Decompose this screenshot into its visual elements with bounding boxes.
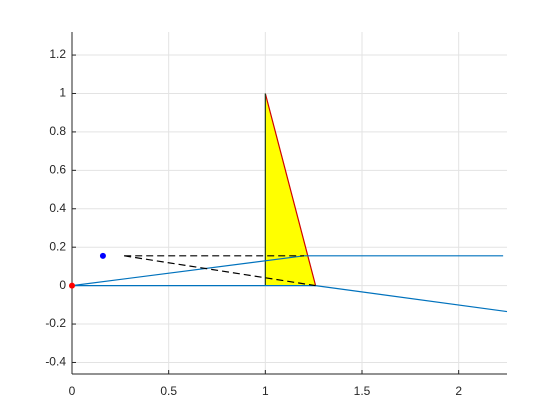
y-tick-label: -0.4 bbox=[45, 355, 66, 369]
x-tick-label: 2 bbox=[455, 384, 462, 398]
y-tick-label: 1.2 bbox=[49, 47, 66, 61]
y-tick-label: 0 bbox=[59, 278, 66, 292]
y-tick-label: 0.2 bbox=[49, 239, 66, 253]
y-tick-label: -0.2 bbox=[45, 316, 66, 330]
y-tick-label: 1 bbox=[59, 86, 66, 100]
line bbox=[264, 93, 317, 286]
y-tick-label: 0.6 bbox=[49, 163, 66, 177]
x-tick-label: 0 bbox=[69, 384, 76, 398]
x-tick-label: 1 bbox=[262, 384, 269, 398]
y-tick-label: 0.4 bbox=[49, 201, 66, 215]
point bbox=[99, 252, 106, 259]
y-tick-label: 0.8 bbox=[49, 124, 66, 138]
x-tick-label: 0.5 bbox=[160, 384, 177, 398]
x-tick-label: 1.5 bbox=[354, 384, 371, 398]
point bbox=[69, 282, 75, 289]
